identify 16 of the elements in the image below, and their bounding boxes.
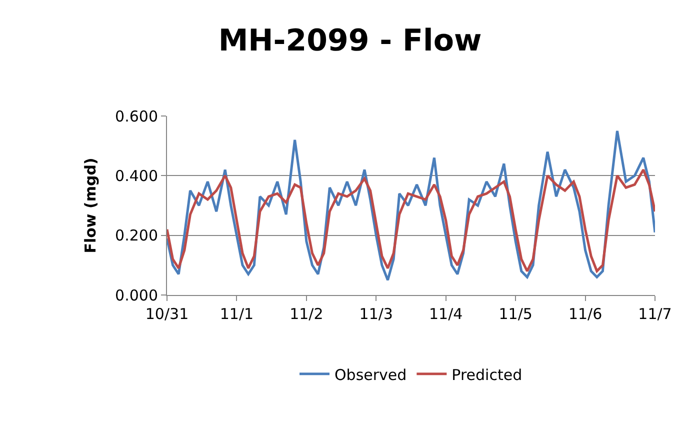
chart-title: MH-2099 - Flow: [218, 24, 482, 59]
y-tick-label: 0.600: [115, 107, 158, 126]
y-tick-label: 0.200: [115, 226, 158, 245]
x-tick-label: 10/31: [145, 305, 189, 323]
x-tick-label: 11/4: [429, 305, 463, 323]
y-axis-title: Flow (mgd): [81, 158, 100, 254]
x-tick-label: 11/3: [359, 305, 393, 323]
x-tick-label: 11/5: [498, 305, 532, 323]
x-tick-label: 11/2: [290, 305, 324, 323]
x-tick-label: 11/6: [568, 305, 602, 323]
legend-label: Observed: [334, 366, 407, 384]
x-tick-label: 11/7: [638, 305, 672, 323]
x-tick-label: 11/1: [220, 305, 254, 323]
legend-label: Predicted: [452, 366, 522, 384]
y-tick-label: 0.000: [115, 286, 158, 304]
y-tick-label: 0.400: [115, 166, 158, 185]
